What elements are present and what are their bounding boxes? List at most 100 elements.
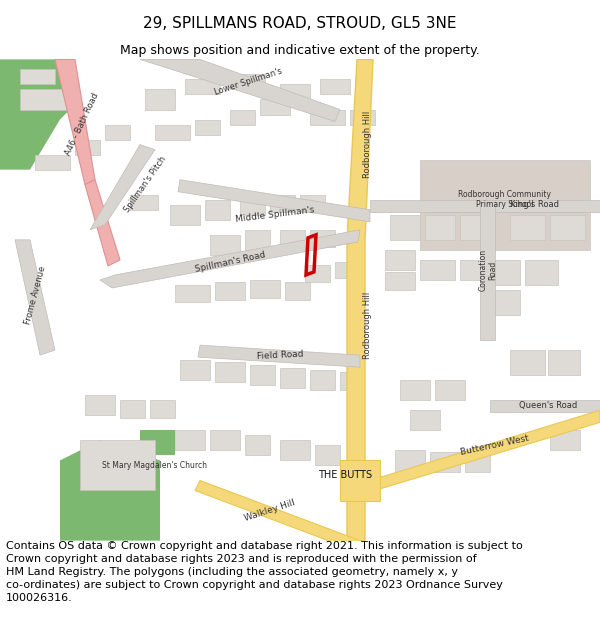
Polygon shape [385,272,415,290]
Polygon shape [280,368,305,388]
Polygon shape [195,481,360,551]
Polygon shape [280,230,305,248]
Polygon shape [260,99,290,114]
Polygon shape [510,215,545,240]
Polygon shape [250,365,275,385]
Polygon shape [75,139,100,154]
Polygon shape [140,431,175,456]
Polygon shape [305,265,330,282]
Polygon shape [435,380,465,400]
Text: Field Road: Field Road [256,349,304,361]
Polygon shape [280,441,310,461]
Polygon shape [20,69,55,84]
Polygon shape [550,431,580,451]
Polygon shape [335,262,355,278]
Text: Spillman's Pitch: Spillman's Pitch [122,155,167,214]
Polygon shape [310,230,335,247]
Polygon shape [215,282,245,300]
Polygon shape [205,200,230,220]
Polygon shape [350,109,375,124]
Polygon shape [460,260,490,280]
Polygon shape [490,400,600,412]
Polygon shape [230,109,255,124]
Polygon shape [175,285,210,302]
Polygon shape [80,441,155,491]
Polygon shape [245,230,270,250]
Polygon shape [340,372,360,390]
Polygon shape [525,260,558,285]
Polygon shape [15,240,55,355]
Polygon shape [145,89,175,109]
Polygon shape [385,250,415,270]
Text: Rodborough Hill: Rodborough Hill [364,291,373,359]
Text: Contains OS data © Crown copyright and database right 2021. This information is : Contains OS data © Crown copyright and d… [6,541,523,603]
Text: Middle Spillman's: Middle Spillman's [235,206,315,224]
Polygon shape [465,452,490,472]
Polygon shape [120,400,145,418]
Polygon shape [175,431,205,451]
Polygon shape [285,282,310,300]
Text: Map shows position and indicative extent of the property.: Map shows position and indicative extent… [120,44,480,57]
Text: THE BUTTS: THE BUTTS [318,471,372,481]
Polygon shape [460,215,490,240]
Polygon shape [340,461,380,501]
Polygon shape [215,362,245,382]
Text: Butterrow West: Butterrow West [460,434,530,457]
Polygon shape [198,345,360,367]
Text: Walkley Hill: Walkley Hill [244,498,296,523]
Text: Rodborough Hill: Rodborough Hill [364,111,373,178]
Polygon shape [548,350,580,375]
Polygon shape [310,370,335,390]
Text: Coronation
Road: Coronation Road [478,249,498,291]
Polygon shape [490,260,520,285]
Polygon shape [0,59,80,169]
Polygon shape [170,205,200,225]
Polygon shape [85,180,120,266]
Polygon shape [55,59,95,185]
Polygon shape [270,195,295,212]
Text: St Mary Magdalen's Church: St Mary Magdalen's Church [103,461,208,470]
Text: King's Road: King's Road [511,200,560,209]
Polygon shape [320,79,350,94]
Polygon shape [490,290,520,315]
Polygon shape [395,451,425,472]
Polygon shape [210,235,240,255]
Polygon shape [100,230,360,288]
Text: Spillman's Road: Spillman's Road [194,250,266,274]
Text: Lower Spillman's: Lower Spillman's [213,66,283,97]
Polygon shape [155,124,190,139]
Polygon shape [60,441,160,541]
Polygon shape [510,350,545,375]
Polygon shape [185,79,220,94]
Polygon shape [178,180,370,222]
Polygon shape [150,400,175,418]
Polygon shape [195,119,220,134]
Polygon shape [430,452,460,472]
Polygon shape [180,360,210,380]
Polygon shape [390,215,420,240]
Polygon shape [245,436,270,456]
Polygon shape [140,59,340,121]
Polygon shape [310,109,345,124]
Polygon shape [85,395,115,415]
Polygon shape [550,215,585,240]
Polygon shape [90,144,155,230]
Polygon shape [250,280,280,298]
Polygon shape [300,195,325,212]
Polygon shape [370,200,600,212]
Polygon shape [480,200,495,340]
Polygon shape [210,431,240,451]
Polygon shape [315,446,340,466]
Polygon shape [420,159,590,250]
Text: 29, SPILLMANS ROAD, STROUD, GL5 3NE: 29, SPILLMANS ROAD, STROUD, GL5 3NE [143,16,457,31]
Polygon shape [347,59,373,541]
Polygon shape [280,84,310,99]
Text: Queen's Road: Queen's Road [519,401,577,410]
Polygon shape [230,74,265,89]
Polygon shape [105,124,130,139]
Text: Rodborough Community
Primary School: Rodborough Community Primary School [458,190,551,209]
Polygon shape [20,89,70,109]
Polygon shape [35,154,70,169]
Polygon shape [368,410,600,492]
Polygon shape [400,380,430,400]
